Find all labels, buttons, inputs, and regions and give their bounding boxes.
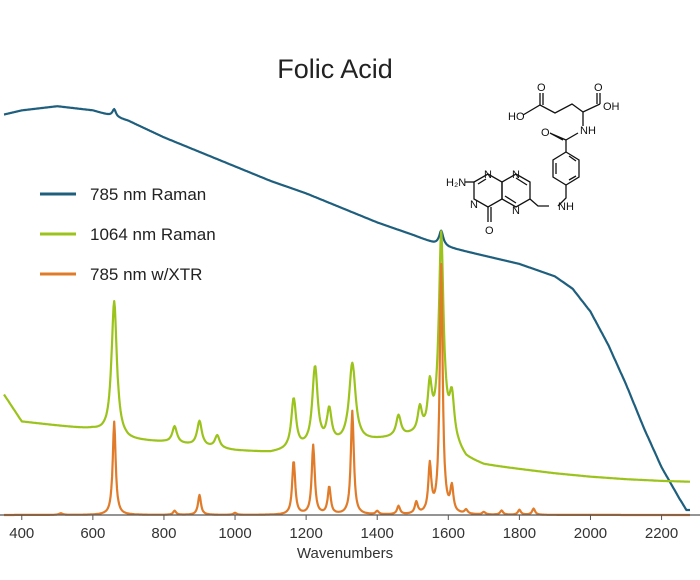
label-ho-left: HO: [508, 111, 525, 123]
label-o-left: O: [537, 82, 546, 94]
x-tick-label: 1800: [503, 525, 536, 542]
label-nh-link: NH: [558, 201, 574, 213]
x-tick-label: 1200: [289, 525, 322, 542]
series-line-1: [3, 105, 691, 512]
x-tick-label: 2000: [574, 525, 607, 542]
label-h2n: H₂N: [446, 177, 466, 189]
label-o-ring: O: [485, 225, 494, 237]
label-nh-amide: NH: [580, 125, 596, 137]
chart-title: Folic Acid: [277, 54, 393, 84]
amide-bonds: [549, 132, 579, 152]
label-hn: N: [470, 199, 478, 211]
x-tick-label: 1400: [361, 525, 394, 542]
pteridine-double-bonds: [477, 177, 528, 222]
x-tick-label: 800: [151, 525, 176, 542]
label-o-amide: O: [541, 127, 550, 139]
x-tick-label: 600: [80, 525, 105, 542]
label-oh-right: OH: [603, 101, 620, 113]
label-o-right: O: [594, 82, 603, 94]
acid-left-carbonyl: [539, 93, 544, 105]
x-ticks: 400 600 800 1000 1200 1400 1600 1800 2000 2200: [9, 515, 678, 542]
label-n-top: N: [512, 169, 520, 181]
series-layer: [3, 105, 691, 517]
label-n1: N: [484, 169, 492, 181]
x-tick-label: 400: [9, 525, 34, 542]
legend-label-1: 785 nm Raman: [90, 185, 206, 204]
series-line-2: [3, 230, 691, 483]
label-n-right: N: [512, 205, 520, 217]
glutamate-bonds: [522, 103, 601, 126]
benzene-ring: [552, 151, 580, 186]
legend-label-3: 785 nm w/XTR: [90, 265, 202, 284]
legend-label-2: 1064 nm Raman: [90, 225, 216, 244]
x-tick-label: 2200: [645, 525, 678, 542]
molecule-labels: HO O O OH NH O NH H₂N N N N N O: [446, 82, 620, 237]
x-tick-label: 1000: [218, 525, 251, 542]
legend: 785 nm Raman 1064 nm Raman 785 nm w/XTR: [40, 185, 216, 284]
acid-right-carbonyl: [596, 93, 601, 104]
x-axis-label: Wavenumbers: [297, 545, 393, 562]
benzene-double-bonds: [555, 155, 577, 181]
pteridine-ring-left: [473, 173, 503, 208]
folic-acid-structure: [465, 93, 601, 222]
x-tick-label: 1600: [432, 525, 465, 542]
nh-link-bonds: [529, 185, 567, 207]
